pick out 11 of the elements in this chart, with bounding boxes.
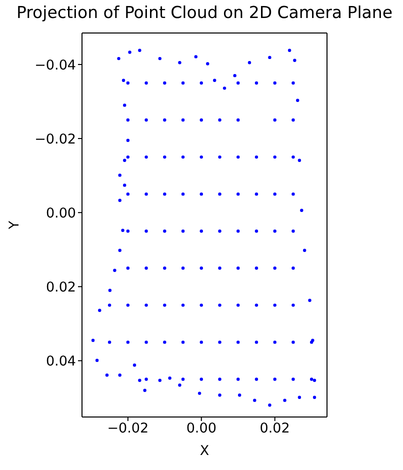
y-tick-label: −0.02 — [34, 131, 76, 148]
x-tick-label: 0.02 — [260, 420, 290, 437]
x-axis-title: X — [200, 443, 210, 460]
x-tick-label: −0.02 — [107, 420, 149, 437]
y-axis-title: Y — [6, 220, 24, 230]
chart-title: Projection of Point Cloud on 2D Camera Plane — [16, 3, 393, 23]
x-tick-label: 0.00 — [186, 420, 216, 437]
y-tick-label: 0.00 — [46, 205, 76, 222]
y-tick-label: 0.02 — [46, 279, 76, 296]
y-tick-label: 0.04 — [46, 354, 76, 370]
y-tick-label: −0.04 — [34, 57, 76, 74]
